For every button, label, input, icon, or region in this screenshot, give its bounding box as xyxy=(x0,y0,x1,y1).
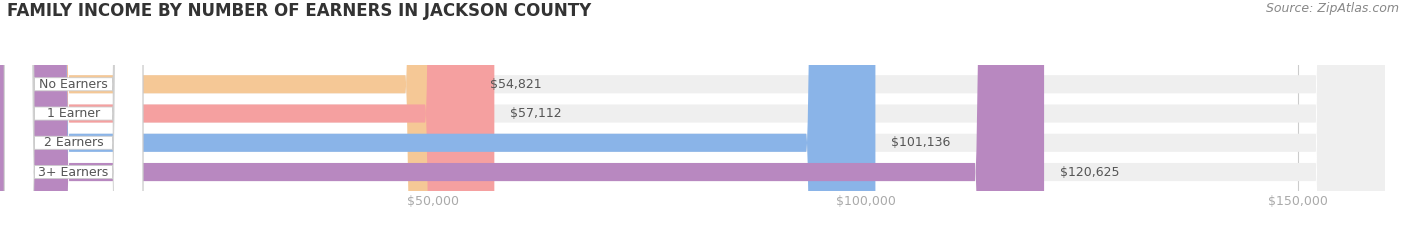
FancyBboxPatch shape xyxy=(0,0,474,233)
FancyBboxPatch shape xyxy=(4,0,143,233)
FancyBboxPatch shape xyxy=(4,0,143,233)
Text: 3+ Earners: 3+ Earners xyxy=(38,165,108,178)
FancyBboxPatch shape xyxy=(0,0,495,233)
Text: No Earners: No Earners xyxy=(39,78,108,91)
FancyBboxPatch shape xyxy=(0,0,876,233)
Text: Source: ZipAtlas.com: Source: ZipAtlas.com xyxy=(1265,2,1399,15)
Text: 2 Earners: 2 Earners xyxy=(44,136,104,149)
FancyBboxPatch shape xyxy=(4,0,143,233)
Text: $101,136: $101,136 xyxy=(891,136,950,149)
Text: $120,625: $120,625 xyxy=(1060,165,1119,178)
Text: $57,112: $57,112 xyxy=(510,107,561,120)
FancyBboxPatch shape xyxy=(0,0,1045,233)
Text: 1 Earner: 1 Earner xyxy=(46,107,100,120)
Text: $54,821: $54,821 xyxy=(491,78,541,91)
Text: FAMILY INCOME BY NUMBER OF EARNERS IN JACKSON COUNTY: FAMILY INCOME BY NUMBER OF EARNERS IN JA… xyxy=(7,2,592,20)
FancyBboxPatch shape xyxy=(4,0,143,233)
